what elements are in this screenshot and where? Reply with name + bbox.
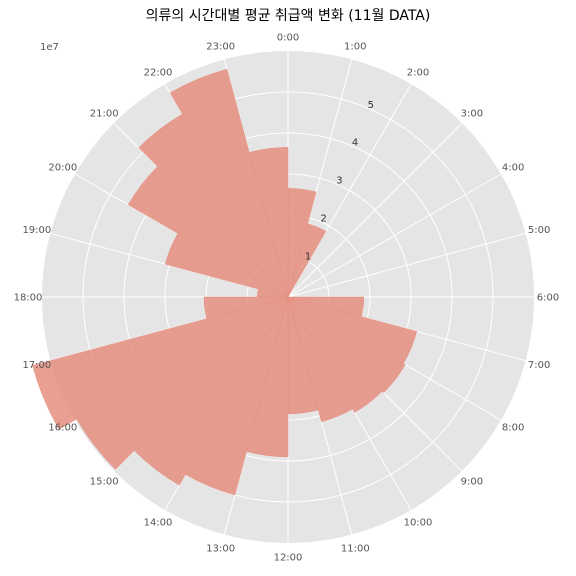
angular-tick-label: 15:00 — [90, 476, 119, 487]
angular-tick-label: 1:00 — [344, 41, 366, 52]
angular-tick-label: 12:00 — [274, 553, 303, 564]
angular-tick-label: 19:00 — [22, 225, 51, 236]
angular-tick-label: 23:00 — [206, 41, 235, 52]
angular-tick-label: 16:00 — [48, 423, 77, 434]
angular-tick-label: 11:00 — [341, 544, 370, 555]
angular-tick-label: 22:00 — [144, 67, 173, 78]
radial-tick-label: 5 — [368, 100, 374, 111]
radial-tick-label: 1 — [305, 251, 311, 262]
angular-tick-label: 4:00 — [502, 163, 524, 174]
angular-tick-label: 14:00 — [144, 518, 173, 529]
angular-tick-label: 2:00 — [407, 67, 429, 78]
angular-tick-label: 0:00 — [277, 33, 299, 44]
angular-tick-label: 6:00 — [537, 293, 559, 304]
angular-tick-label: 7:00 — [528, 360, 550, 371]
angular-tick-label: 8:00 — [502, 423, 524, 434]
radial-tick-label: 3 — [336, 176, 342, 187]
angular-tick-label: 3:00 — [461, 109, 483, 120]
angular-tick-label: 20:00 — [48, 163, 77, 174]
scale-label: 1e7 — [40, 42, 59, 53]
angular-tick-label: 17:00 — [22, 360, 51, 371]
radial-tick-label: 4 — [352, 138, 358, 149]
angular-tick-label: 5:00 — [528, 225, 550, 236]
radial-tick-label: 2 — [321, 213, 327, 224]
angular-tick-label: 10:00 — [404, 518, 433, 529]
angular-tick-label: 9:00 — [461, 476, 483, 487]
angular-tick-label: 21:00 — [90, 109, 119, 120]
angular-tick-label: 13:00 — [206, 544, 235, 555]
angular-tick-label: 18:00 — [14, 293, 43, 304]
chart-title: 의류의 시간대별 평균 취급액 변화 (11월 DATA) — [146, 8, 431, 24]
